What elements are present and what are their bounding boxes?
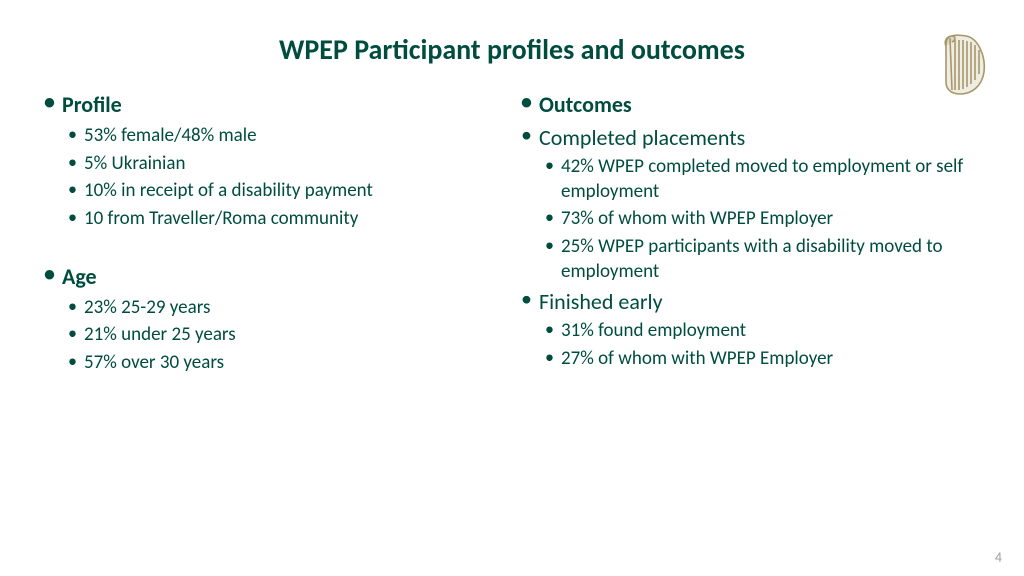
list-item: 53% female/48% male (40, 124, 507, 149)
list-item: 10 from Traveller/Roma community (40, 207, 507, 232)
list-item: 27% of whom with WPEP Employer (517, 347, 984, 372)
list-item: 57% over 30 years (40, 351, 507, 376)
page-number: 4 (995, 549, 1002, 566)
age-heading: Age (40, 263, 507, 290)
outcomes-heading: Outcomes (517, 91, 984, 118)
list-item: 10% in receipt of a disability payment (40, 179, 507, 204)
right-column: Outcomes Completed placements 42% WPEP c… (517, 85, 984, 379)
content-columns: Profile 53% female/48% male 5% Ukrainian… (40, 85, 984, 379)
left-list: Profile 53% female/48% male 5% Ukrainian… (40, 91, 507, 232)
list-item: 42% WPEP completed moved to employment o… (517, 155, 984, 204)
spacer (40, 235, 507, 257)
left-column: Profile 53% female/48% male 5% Ukrainian… (40, 85, 507, 379)
list-item: 21% under 25 years (40, 323, 507, 348)
left-list-age: Age 23% 25-29 years 21% under 25 years 5… (40, 263, 507, 376)
slide: WPEP Participant profiles and outcomes P… (0, 0, 1024, 576)
list-item: 25% WPEP participants with a disability … (517, 235, 984, 284)
right-list: Outcomes Completed placements 42% WPEP c… (517, 91, 984, 372)
list-item: 31% found employment (517, 319, 984, 344)
finished-heading: Finished early (517, 288, 984, 315)
list-item: 73% of whom with WPEP Employer (517, 207, 984, 232)
slide-title: WPEP Participant profiles and outcomes (40, 32, 984, 67)
list-item: 23% 25-29 years (40, 296, 507, 321)
profile-heading: Profile (40, 91, 507, 118)
harp-icon (942, 32, 988, 96)
completed-heading: Completed placements (517, 124, 984, 151)
list-item: 5% Ukrainian (40, 152, 507, 177)
